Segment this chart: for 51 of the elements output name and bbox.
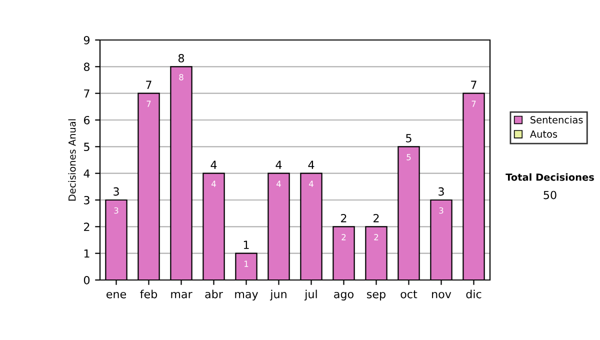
y-tick-label: 7	[84, 89, 90, 98]
x-tick-label: dic	[466, 290, 482, 298]
x-tick-label: ago	[334, 292, 354, 300]
x-tick-label: abr	[205, 290, 223, 298]
data-label: 3	[114, 207, 118, 214]
x-tick-label: jun	[270, 290, 286, 300]
legend-label: Autos	[530, 130, 558, 138]
y-tick-label: 4	[84, 169, 90, 178]
x-tick-label: ene	[106, 292, 126, 298]
x-tick-label: oct	[400, 290, 418, 298]
total-label: 4	[308, 160, 314, 169]
total-label: 8	[178, 54, 184, 62]
data-label: 7	[472, 100, 476, 107]
total-label: 2	[374, 214, 379, 222]
data-label: 2	[374, 234, 378, 240]
x-tick-label: feb	[140, 290, 158, 298]
y-tick-label: 5	[84, 142, 90, 152]
data-label: 5	[406, 154, 411, 160]
x-tick-label: jul	[304, 290, 317, 300]
total-label: 4	[276, 160, 282, 169]
total-label: 7	[471, 80, 476, 89]
x-tick-label: nov	[432, 292, 452, 298]
total-label: 4	[210, 160, 217, 169]
data-label: 4	[276, 180, 281, 187]
y-tick-label: 3	[84, 196, 90, 204]
data-label: 1	[244, 260, 248, 267]
total-label: 3	[438, 187, 444, 196]
text: Total Decisiones	[506, 173, 594, 181]
y-tick-label: 8	[84, 62, 90, 72]
legend-label: Sentencias	[530, 116, 583, 124]
data-label: 3	[439, 207, 444, 214]
data-label: 4	[212, 180, 216, 187]
data-label: 4	[309, 180, 314, 187]
y-tick-label: 1	[84, 249, 90, 258]
total-label: 3	[114, 187, 119, 196]
data-label: 7	[146, 100, 151, 107]
total-label: 5	[406, 134, 412, 142]
y-axis-title: Decisiones Anual	[68, 119, 76, 201]
y-tick-label: 2	[84, 222, 90, 231]
y-tick-label: 6	[84, 116, 90, 124]
total-label: 7	[146, 80, 152, 89]
total-label: 1	[244, 240, 249, 249]
data-label: 8	[179, 74, 184, 80]
x-tick-label: mar	[171, 292, 192, 298]
x-tick-label: sep	[367, 292, 386, 300]
data-label: 2	[342, 234, 346, 240]
y-tick-label: 9	[84, 36, 90, 44]
text: 50	[544, 190, 556, 200]
total-label: 2	[341, 214, 346, 222]
y-tick-label: 0	[84, 276, 90, 284]
x-tick-label: may	[235, 292, 258, 300]
